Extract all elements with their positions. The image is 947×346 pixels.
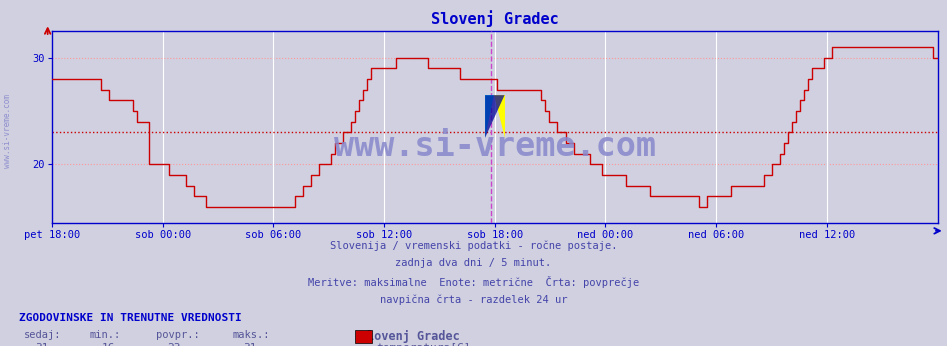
Polygon shape	[493, 95, 505, 138]
Text: 16: 16	[101, 343, 115, 346]
Text: 31: 31	[35, 343, 48, 346]
Text: www.si-vreme.com: www.si-vreme.com	[333, 130, 656, 163]
Text: ZGODOVINSKE IN TRENUTNE VREDNOSTI: ZGODOVINSKE IN TRENUTNE VREDNOSTI	[19, 313, 241, 323]
Text: 23: 23	[168, 343, 181, 346]
Text: min.:: min.:	[90, 330, 121, 340]
Text: Slovenija / vremenski podatki - ročne postaje.: Slovenija / vremenski podatki - ročne po…	[330, 240, 617, 251]
Title: Slovenj Gradec: Slovenj Gradec	[431, 10, 559, 27]
Text: sedaj:: sedaj:	[24, 330, 62, 340]
Text: navpična črta - razdelek 24 ur: navpična črta - razdelek 24 ur	[380, 294, 567, 305]
Text: maks.:: maks.:	[232, 330, 270, 340]
Text: 31: 31	[243, 343, 257, 346]
Polygon shape	[485, 95, 493, 138]
Text: temperatura[C]: temperatura[C]	[376, 343, 471, 346]
Text: povpr.:: povpr.:	[156, 330, 200, 340]
Polygon shape	[485, 95, 505, 138]
Text: Slovenj Gradec: Slovenj Gradec	[360, 330, 459, 344]
Text: www.si-vreme.com: www.si-vreme.com	[3, 94, 12, 169]
Text: Meritve: maksimalne  Enote: metrične  Črta: povprečje: Meritve: maksimalne Enote: metrične Črta…	[308, 276, 639, 289]
Text: zadnja dva dni / 5 minut.: zadnja dva dni / 5 minut.	[396, 258, 551, 268]
